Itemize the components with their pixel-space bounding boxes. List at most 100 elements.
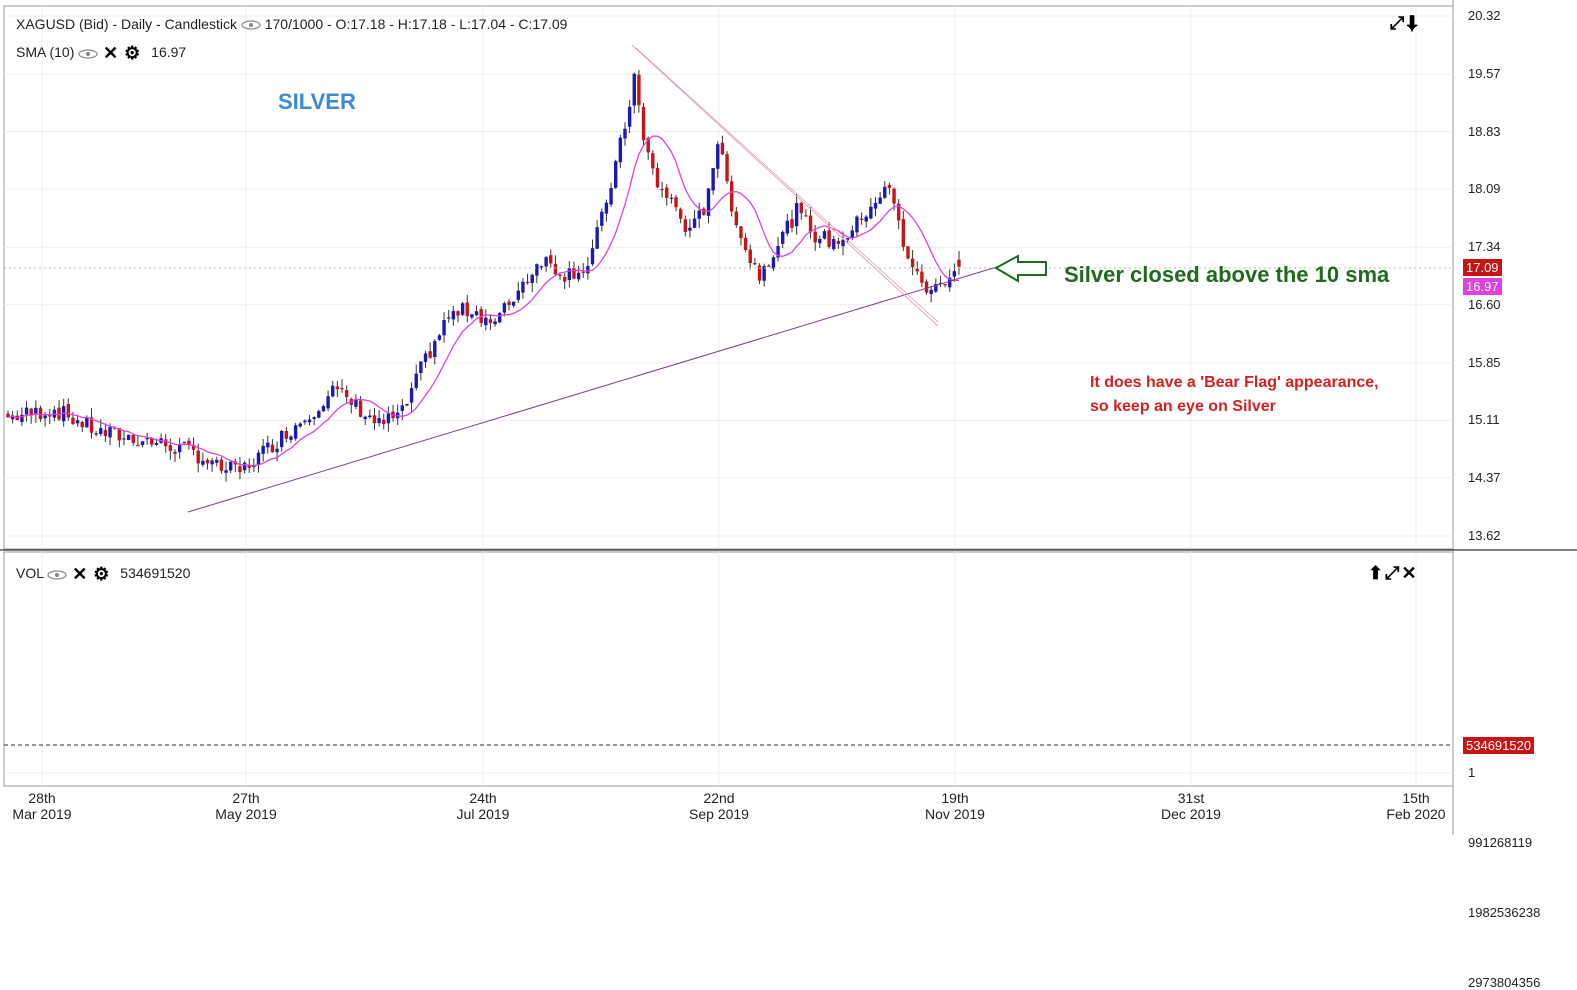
candle-body[interactable] <box>488 319 493 323</box>
candle-body[interactable] <box>150 438 154 445</box>
candle-body[interactable] <box>71 417 75 425</box>
candle-body[interactable] <box>729 181 734 212</box>
candle-body[interactable] <box>507 301 511 305</box>
move-down-icon[interactable]: ⬇ <box>1406 13 1420 33</box>
eye-icon[interactable] <box>241 20 261 30</box>
candle-body[interactable] <box>228 461 233 471</box>
candle-body[interactable] <box>938 282 943 285</box>
candle-body[interactable] <box>813 231 817 243</box>
candle-body[interactable] <box>284 431 289 439</box>
candle-body[interactable] <box>539 266 544 268</box>
candle-body[interactable] <box>832 239 836 250</box>
candle-body[interactable] <box>678 209 683 219</box>
candle-body[interactable] <box>776 245 780 258</box>
candle-body[interactable] <box>493 321 497 325</box>
candle-body[interactable] <box>525 281 530 284</box>
close-icon[interactable]: ✕ <box>72 564 88 584</box>
candle-body[interactable] <box>298 423 302 427</box>
candle-body[interactable] <box>762 266 766 281</box>
candle-body[interactable] <box>785 220 790 234</box>
candle-body[interactable] <box>219 459 224 471</box>
candle-body[interactable] <box>544 257 548 267</box>
candle-body[interactable] <box>201 460 205 465</box>
candle-body[interactable] <box>484 317 488 326</box>
candle-body[interactable] <box>419 361 423 374</box>
candle-body[interactable] <box>655 168 660 188</box>
candle-body[interactable] <box>549 255 553 264</box>
candle-body[interactable] <box>516 290 520 300</box>
candle-body[interactable] <box>604 202 609 214</box>
candle-body[interactable] <box>822 231 827 239</box>
candle-body[interactable] <box>609 188 613 205</box>
gear-icon[interactable]: ⚙ <box>124 43 141 63</box>
candle-body[interactable] <box>280 431 284 448</box>
candle-body[interactable] <box>210 460 214 465</box>
candle-body[interactable] <box>358 400 363 417</box>
candle-body[interactable] <box>781 231 785 244</box>
candle-body[interactable] <box>326 396 330 409</box>
candle-body[interactable] <box>753 263 757 265</box>
candle-body[interactable] <box>108 427 112 438</box>
candle-body[interactable] <box>34 407 38 415</box>
candle-body[interactable] <box>924 281 929 293</box>
candle-body[interactable] <box>307 419 312 423</box>
candle-body[interactable] <box>117 428 122 441</box>
candle-body[interactable] <box>275 448 279 453</box>
candle-body[interactable] <box>215 459 219 463</box>
candle-body[interactable] <box>850 230 855 238</box>
candle-body[interactable] <box>409 388 414 403</box>
candle-body[interactable] <box>331 385 335 397</box>
candle-body[interactable] <box>437 335 442 340</box>
candle-body[interactable] <box>164 439 168 447</box>
candle-body[interactable] <box>799 202 803 214</box>
candle-body[interactable] <box>43 415 47 419</box>
candle-body[interactable] <box>340 388 344 390</box>
candle-body[interactable] <box>80 421 84 428</box>
candle-body[interactable] <box>187 440 191 445</box>
candle-body[interactable] <box>906 246 910 259</box>
candle-body[interactable] <box>896 203 901 221</box>
candle-body[interactable] <box>465 302 469 317</box>
candle-body[interactable] <box>261 445 265 454</box>
chart-canvas[interactable] <box>0 0 1577 835</box>
candle-body[interactable] <box>878 197 882 204</box>
candle-body[interactable] <box>377 418 381 424</box>
candle-body[interactable] <box>855 216 859 233</box>
candle-body[interactable] <box>57 407 61 420</box>
candle-body[interactable] <box>910 258 915 268</box>
candle-body[interactable] <box>734 211 739 226</box>
candle-body[interactable] <box>238 466 242 473</box>
candle-body[interactable] <box>303 420 307 423</box>
candle-body[interactable] <box>344 390 349 398</box>
candle-body[interactable] <box>697 210 701 219</box>
candle-body[interactable] <box>126 434 131 441</box>
candle-body[interactable] <box>595 227 599 249</box>
candle-body[interactable] <box>748 249 752 264</box>
candle-body[interactable] <box>48 415 52 417</box>
candle-body[interactable] <box>363 416 367 420</box>
candle-body[interactable] <box>920 271 924 283</box>
candle-body[interactable] <box>205 459 210 464</box>
candle-body[interactable] <box>414 373 418 388</box>
candle-body[interactable] <box>335 386 340 390</box>
candle-body[interactable] <box>442 320 446 336</box>
candle-body[interactable] <box>386 413 391 424</box>
candle-body[interactable] <box>869 206 873 219</box>
maximize-icon[interactable]: ⤢ <box>1390 13 1407 33</box>
candle-body[interactable] <box>669 197 674 199</box>
candle-body[interactable] <box>368 415 372 418</box>
candle-body[interactable] <box>89 417 94 433</box>
candle-body[interactable] <box>743 237 748 251</box>
candle-body[interactable] <box>845 238 850 240</box>
candle-body[interactable] <box>929 289 933 294</box>
candle-body[interactable] <box>502 303 507 313</box>
candle-body[interactable] <box>6 413 10 418</box>
candle-body[interactable] <box>94 433 98 435</box>
candle-body[interactable] <box>29 408 33 415</box>
candle-body[interactable] <box>266 442 270 448</box>
candle-body[interactable] <box>600 211 604 226</box>
candle-body[interactable] <box>934 284 938 292</box>
candle-body[interactable] <box>952 271 957 277</box>
candle-body[interactable] <box>576 272 581 280</box>
candle-body[interactable] <box>256 452 261 466</box>
